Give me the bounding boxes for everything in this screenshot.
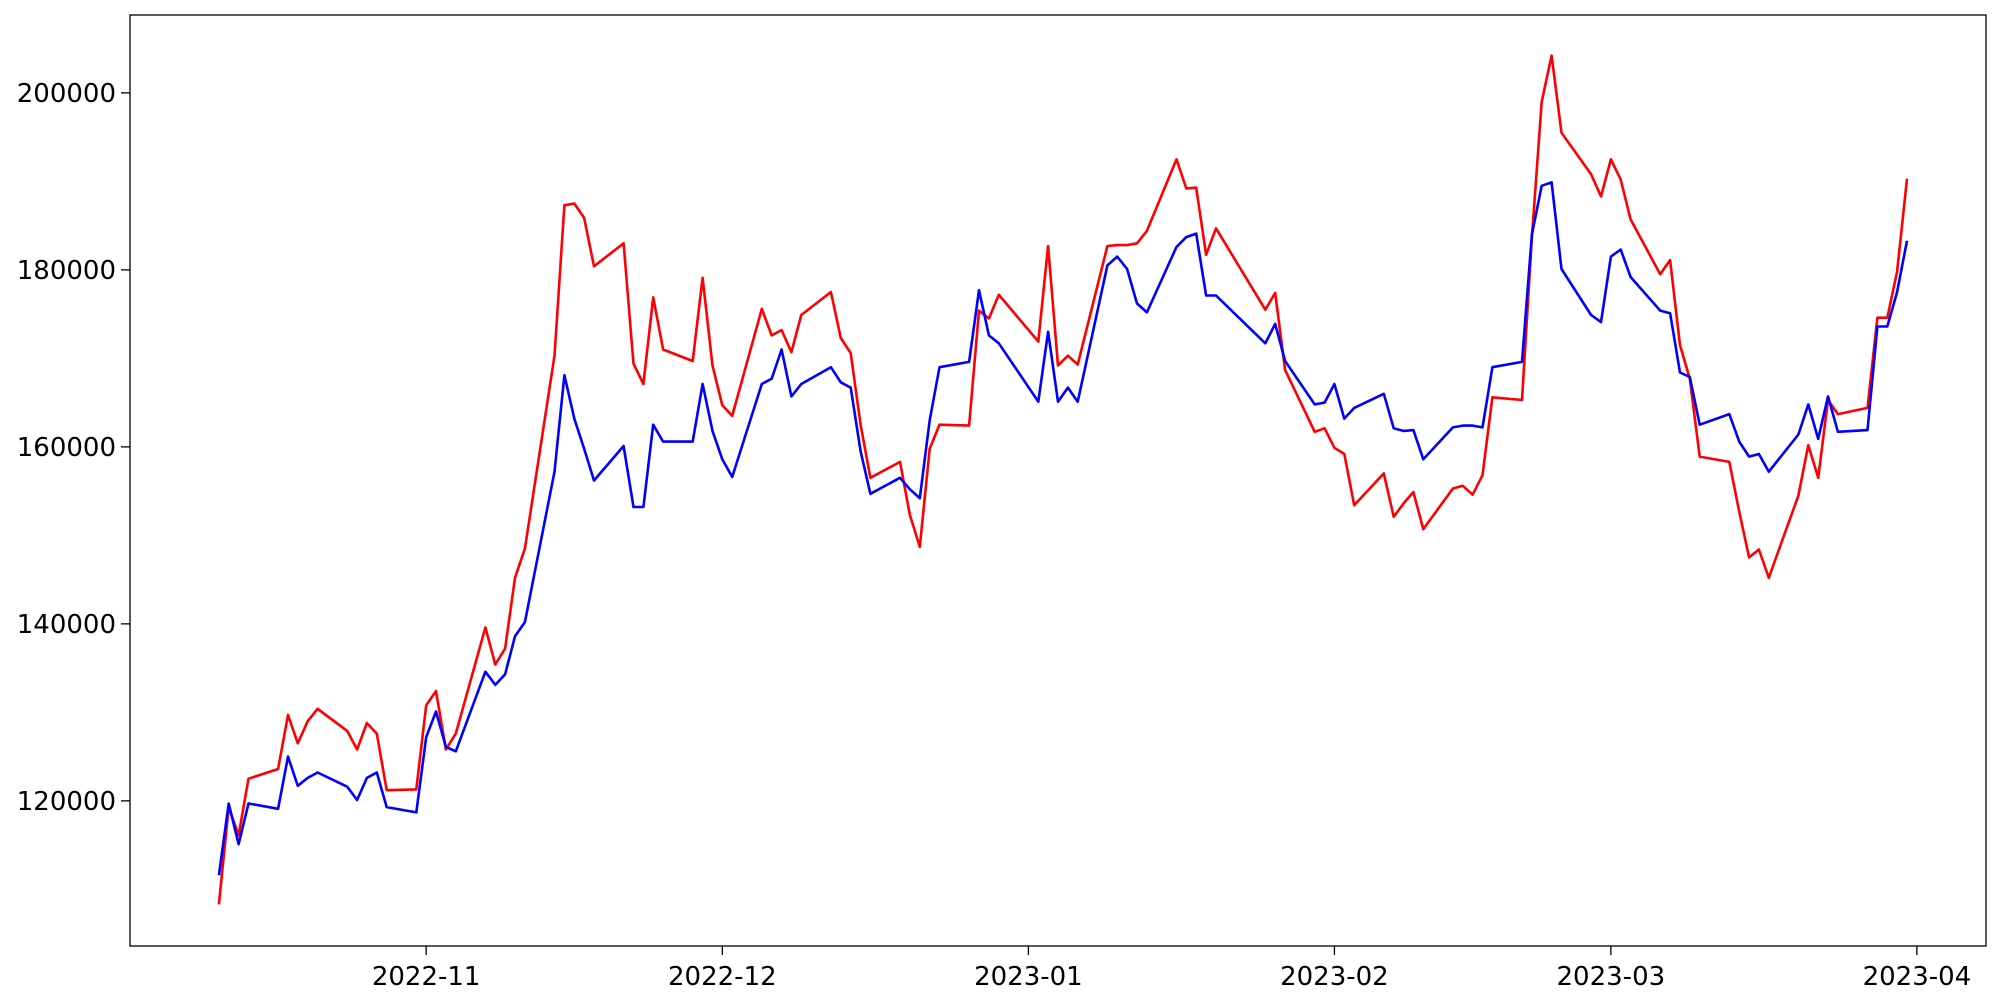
plot-frame [129, 14, 1987, 947]
x-tick-label: 2023-04 [1863, 962, 1972, 992]
x-tick-label: 2022-12 [668, 962, 777, 992]
y-tick-label: 120000 [17, 787, 116, 817]
x-tick-label: 2023-02 [1280, 962, 1389, 992]
y-tick-label: 180000 [17, 256, 116, 286]
series-line [217, 181, 1909, 876]
y-tick-label: 200000 [17, 79, 116, 109]
y-tick-label: 160000 [17, 433, 116, 463]
y-tick-label: 140000 [17, 610, 116, 640]
x-tick-label: 2022-11 [372, 962, 481, 992]
series-line [217, 54, 1909, 905]
x-tick-label: 2023-01 [974, 962, 1083, 992]
x-tick-label: 2023-03 [1557, 962, 1666, 992]
